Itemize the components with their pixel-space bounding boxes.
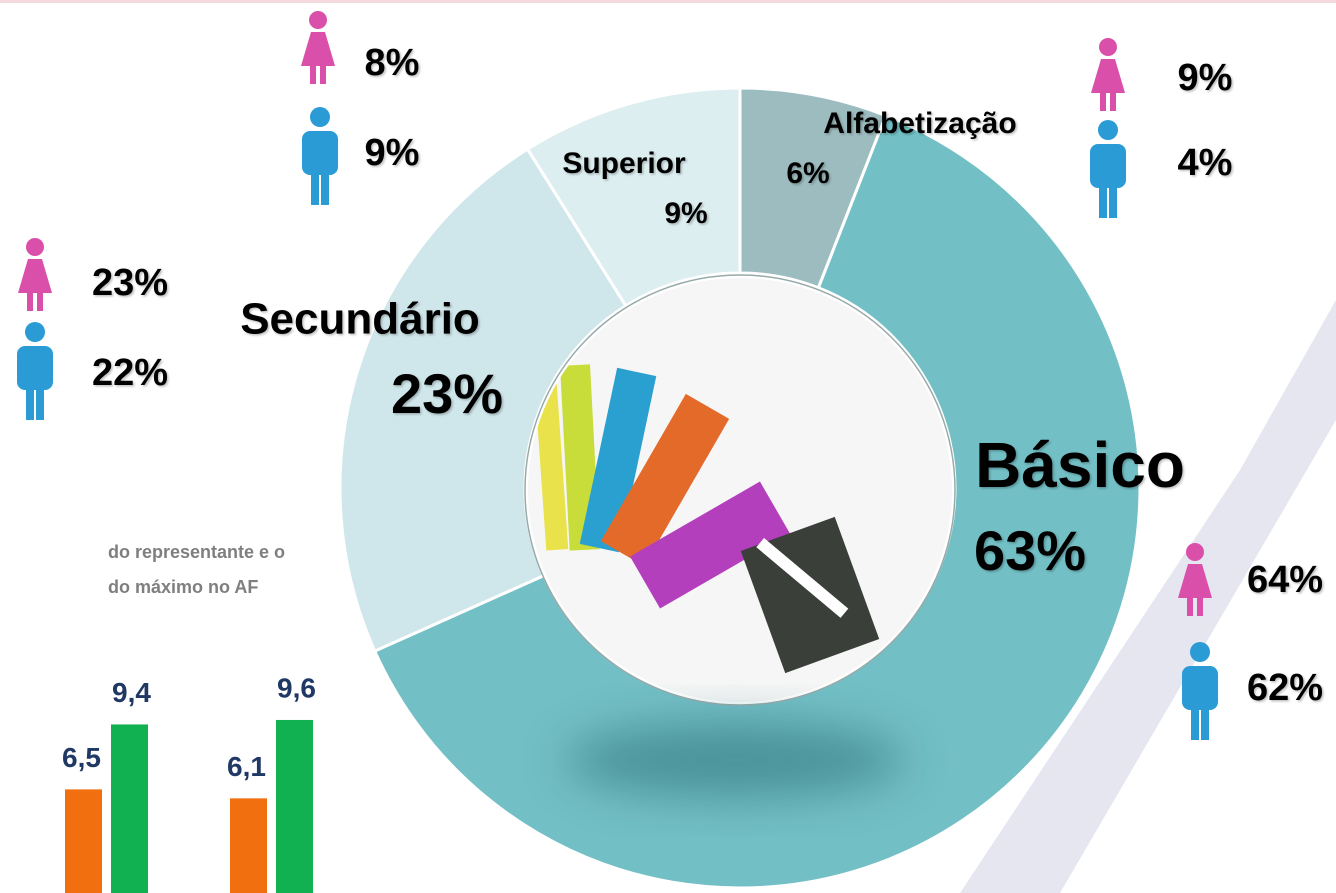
labels: Alfabetização 6% 9% 4% Básico 63% 64% 62% Secund… [17,11,1323,740]
icon-leg [310,66,316,84]
category-label: Secundário [240,295,480,344]
man-icon [17,322,53,420]
icon-body [18,259,52,293]
icon-body [1182,666,1218,710]
category-label: Básico [975,429,1185,501]
men-percent: 4% [1178,142,1233,184]
man-icon [1090,120,1126,218]
icon-body [1178,564,1212,598]
man-icon [302,107,338,205]
icon-head [25,322,45,342]
icon-head [26,238,44,256]
woman-icon [1178,543,1212,616]
bar [230,798,267,893]
icon-leg [321,165,329,205]
bar-value-label: 9,6 [277,672,316,703]
bar [65,789,102,893]
value-label: 23% [391,362,503,425]
shadow [565,722,905,798]
icon-body [301,32,335,66]
icon-head [1190,642,1210,662]
woman-icon [301,11,335,84]
bar-chart-title: do máximo no AF [108,577,258,597]
icon-leg [27,293,33,311]
icon-body [302,131,338,175]
icon-leg [1191,700,1199,740]
men-percent: 9% [365,132,420,174]
top-border [0,0,1336,3]
center-image [524,274,956,798]
category-label: Alfabetização [823,107,1016,140]
icon-leg [36,380,44,420]
bar-value-label: 9,4 [112,677,151,708]
donut-slice [525,86,742,308]
women-percent: 23% [92,262,168,304]
icon-body [17,346,53,390]
bar-chart-title: do representante e o [108,542,285,562]
value-label: 9% [664,197,707,230]
icon-leg [37,293,43,311]
icon-body [1090,144,1126,188]
icon-head [1098,120,1118,140]
men-percent: 62% [1247,667,1323,709]
bar-chart: do representante e o do máximo no AF 6,5… [62,542,316,893]
icon-head [310,107,330,127]
bar [111,724,148,893]
books-illustration [528,278,952,702]
value-label: 63% [974,519,1086,582]
man-icon [1182,642,1218,740]
icon-head [1186,543,1204,561]
icon-leg [1100,93,1106,111]
icon-leg [1109,178,1117,218]
icon-leg [26,380,34,420]
icon-leg [1187,598,1193,616]
woman-icon [18,238,52,311]
icon-leg [1201,700,1209,740]
bar-value-label: 6,1 [227,751,266,782]
icon-leg [1110,93,1116,111]
women-percent: 64% [1247,559,1323,601]
icon-head [309,11,327,29]
women-percent: 9% [1178,57,1233,99]
icon-head [1099,38,1117,56]
bar [276,719,313,893]
women-percent: 8% [365,42,420,84]
icon-leg [1197,598,1203,616]
icon-leg [311,165,319,205]
men-percent: 22% [92,352,168,394]
icon-leg [320,66,326,84]
icon-body [1091,59,1125,93]
category-label: Superior [562,147,686,180]
bar-value-label: 6,5 [62,742,101,773]
value-label: 6% [786,157,829,190]
donut-chart [338,86,1142,890]
icon-leg [1099,178,1107,218]
woman-icon [1091,38,1125,111]
